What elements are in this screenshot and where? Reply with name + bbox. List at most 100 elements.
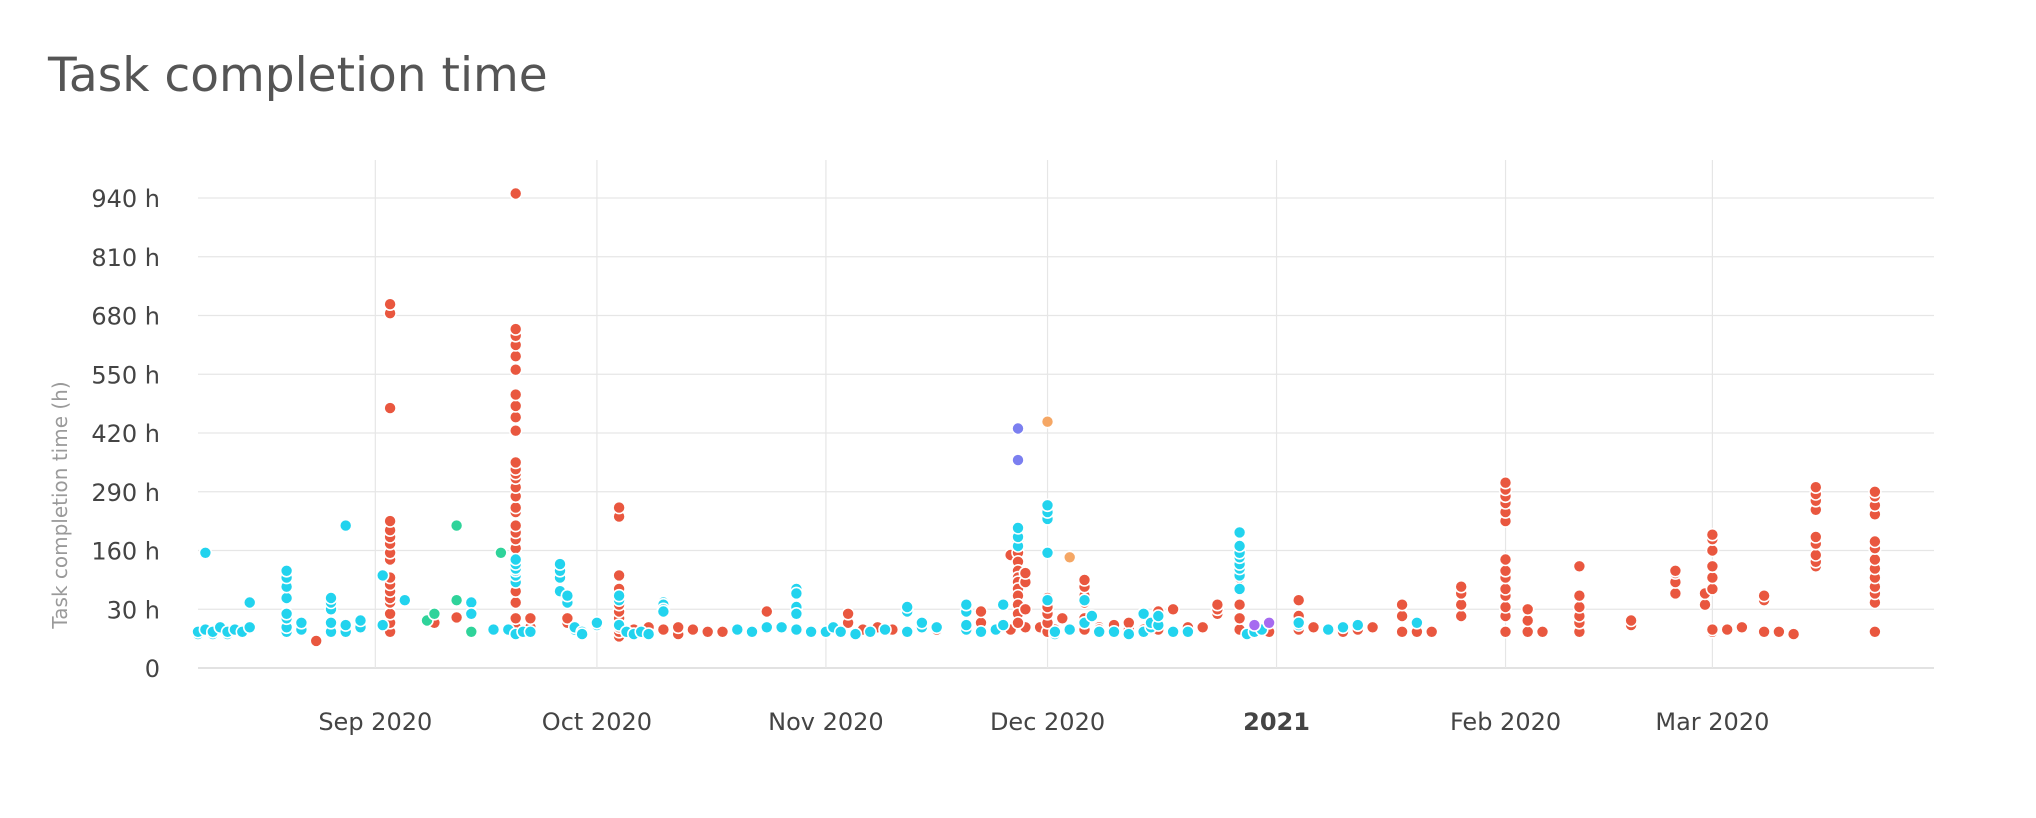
data-point[interactable]	[1122, 615, 1136, 630]
data-point[interactable]	[508, 362, 523, 377]
data-point[interactable]	[279, 563, 294, 578]
data-point[interactable]	[715, 624, 730, 639]
data-point[interactable]	[1535, 624, 1550, 639]
data-point[interactable]	[449, 593, 464, 608]
data-point[interactable]	[1705, 622, 1720, 637]
data-point[interactable]	[671, 620, 686, 635]
data-point[interactable]	[1395, 609, 1409, 623]
data-point[interactable]	[1232, 539, 1247, 553]
data-point[interactable]	[1705, 543, 1720, 558]
data-point[interactable]	[1498, 600, 1513, 614]
data-point[interactable]	[1498, 563, 1513, 578]
data-point[interactable]	[1720, 622, 1734, 637]
data-point[interactable]	[1306, 620, 1321, 635]
data-point[interactable]	[1291, 593, 1306, 608]
data-point[interactable]	[1809, 548, 1823, 562]
data-point[interactable]	[1868, 552, 1882, 567]
data-point[interactable]	[464, 595, 479, 610]
data-point[interactable]	[375, 568, 390, 583]
data-point[interactable]	[612, 568, 626, 583]
data-point[interactable]	[1454, 579, 1468, 594]
data-point[interactable]	[1498, 475, 1513, 490]
data-point[interactable]	[959, 597, 974, 612]
data-point[interactable]	[841, 606, 855, 621]
data-point[interactable]	[612, 500, 626, 515]
data-point[interactable]	[1122, 627, 1136, 641]
data-point[interactable]	[494, 545, 508, 560]
data-point[interactable]	[1291, 615, 1306, 630]
data-point[interactable]	[1048, 624, 1062, 639]
data-point[interactable]	[383, 401, 397, 415]
data-point[interactable]	[1498, 552, 1513, 567]
data-point[interactable]	[1092, 624, 1106, 639]
data-point[interactable]	[1232, 582, 1247, 596]
data-point[interactable]	[1735, 620, 1749, 635]
data-point[interactable]	[1520, 624, 1535, 639]
data-point[interactable]	[1232, 597, 1247, 612]
data-point[interactable]	[1498, 624, 1513, 639]
data-point[interactable]	[1410, 615, 1424, 630]
data-point[interactable]	[383, 297, 397, 312]
data-point[interactable]	[974, 624, 988, 639]
data-point[interactable]	[486, 622, 501, 637]
data-point[interactable]	[338, 618, 353, 632]
data-point[interactable]	[1572, 600, 1587, 614]
data-point[interactable]	[848, 627, 863, 641]
data-point[interactable]	[1107, 624, 1121, 639]
data-point[interactable]	[1085, 609, 1099, 623]
data-point[interactable]	[1395, 597, 1409, 612]
data-point[interactable]	[242, 595, 257, 610]
data-point[interactable]	[508, 322, 523, 336]
data-point[interactable]	[1321, 622, 1335, 637]
data-point[interactable]	[1572, 588, 1587, 603]
data-point[interactable]	[383, 606, 397, 621]
data-point[interactable]	[1062, 550, 1077, 565]
data-point[interactable]	[1757, 588, 1771, 603]
data-point[interactable]	[1698, 597, 1712, 612]
data-point[interactable]	[560, 588, 575, 603]
data-point[interactable]	[1572, 559, 1587, 574]
data-point[interactable]	[508, 500, 523, 515]
data-point[interactable]	[1757, 624, 1771, 639]
data-point[interactable]	[1624, 613, 1638, 628]
data-point[interactable]	[1772, 624, 1786, 639]
data-point[interactable]	[1520, 602, 1535, 617]
data-point[interactable]	[324, 615, 338, 630]
data-point[interactable]	[1232, 525, 1247, 540]
data-point[interactable]	[338, 518, 353, 533]
data-point[interactable]	[612, 588, 626, 603]
data-point[interactable]	[1705, 570, 1720, 585]
data-point[interactable]	[1151, 609, 1166, 623]
data-point[interactable]	[560, 611, 575, 626]
data-point[interactable]	[656, 622, 671, 637]
data-point[interactable]	[1454, 609, 1468, 623]
data-point[interactable]	[996, 618, 1011, 632]
data-point[interactable]	[1040, 545, 1055, 560]
data-point[interactable]	[508, 399, 523, 413]
data-point[interactable]	[1062, 622, 1077, 637]
data-point[interactable]	[745, 624, 759, 639]
data-point[interactable]	[1668, 563, 1683, 578]
data-point[interactable]	[1018, 566, 1033, 580]
data-point[interactable]	[900, 600, 915, 614]
data-point[interactable]	[1166, 602, 1180, 617]
data-point[interactable]	[464, 624, 479, 639]
data-point[interactable]	[508, 410, 523, 425]
data-point[interactable]	[789, 622, 804, 637]
data-point[interactable]	[1040, 498, 1055, 513]
data-point[interactable]	[449, 518, 464, 533]
data-point[interactable]	[789, 586, 804, 601]
data-point[interactable]	[863, 624, 878, 639]
data-point[interactable]	[996, 597, 1011, 612]
data-point[interactable]	[700, 624, 715, 639]
data-point[interactable]	[1395, 624, 1409, 639]
data-point[interactable]	[1424, 624, 1439, 639]
data-point[interactable]	[656, 604, 671, 619]
data-point[interactable]	[1055, 611, 1070, 626]
data-point[interactable]	[1018, 602, 1033, 617]
data-point[interactable]	[449, 610, 464, 625]
data-point[interactable]	[1454, 597, 1468, 612]
data-point[interactable]	[575, 627, 589, 641]
data-point[interactable]	[198, 545, 213, 560]
data-point[interactable]	[397, 593, 412, 608]
